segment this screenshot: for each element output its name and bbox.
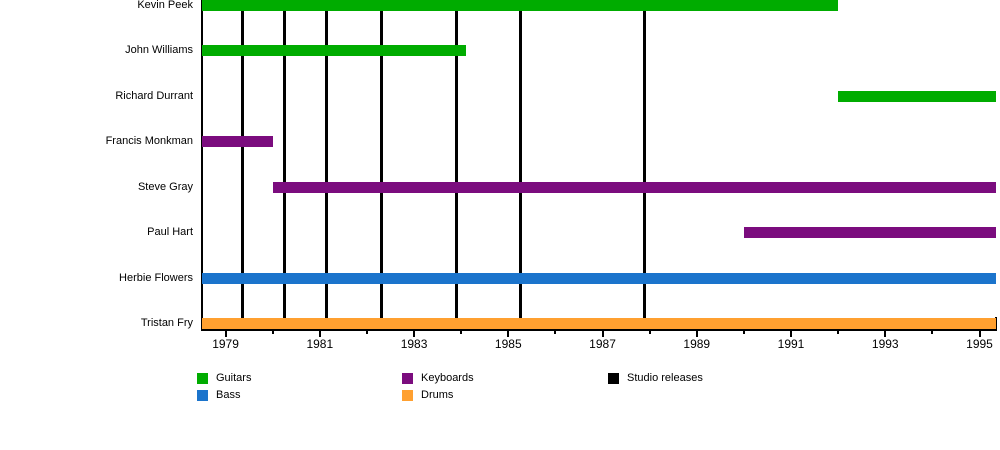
x-axis-minor-tick [365, 331, 368, 334]
x-axis-major-tick [318, 331, 321, 337]
legend-swatch-bass [197, 389, 208, 401]
member-name-label: Paul Hart [147, 226, 193, 239]
studio-release-line [240, 0, 244, 330]
legend-label: Studio releases [627, 372, 703, 384]
member-name-label: Kevin Peek [137, 0, 193, 11]
legend-label: Drums [421, 388, 454, 401]
member-name-label: Tristan Fry [140, 317, 193, 329]
legend: Guitars Bass Keyboards Drums Studio releases [0, 360, 1000, 450]
x-axis-major-tick [601, 331, 604, 337]
x-axis-minor-tick [460, 331, 463, 334]
membership-bar [202, 318, 996, 329]
x-axis-tick-label: 1981 [306, 337, 334, 351]
x-axis-minor-tick [931, 331, 934, 334]
y-axis-line [200, 0, 203, 331]
legend-swatch-guitars [197, 373, 208, 384]
legend-label: Keyboards [421, 372, 474, 384]
x-axis-major-tick [790, 331, 793, 337]
x-axis-minor-tick [742, 331, 745, 334]
studio-release-line [643, 0, 647, 330]
x-axis-tick-label: 1989 [683, 337, 711, 351]
x-axis-major-tick [507, 331, 510, 337]
x-axis-minor-tick [554, 331, 557, 334]
membership-bar [202, 45, 466, 57]
studio-release-line [454, 0, 458, 330]
x-axis-major-tick [413, 331, 416, 337]
legend-label: Bass [216, 388, 241, 401]
x-axis-minor-tick [648, 331, 651, 334]
legend-label: Guitars [216, 372, 252, 384]
x-axis-minor-tick [271, 331, 274, 334]
x-axis-major-tick [695, 331, 698, 337]
legend-swatch-drums [402, 389, 413, 401]
x-axis-minor-tick [837, 331, 840, 334]
x-axis-tick-label: 1979 [212, 337, 239, 351]
membership-bar [202, 0, 839, 11]
axis-right-corner [995, 317, 997, 331]
member-name-label: Steve Gray [137, 180, 193, 193]
studio-release-line [282, 0, 286, 330]
x-axis-line [200, 329, 997, 331]
x-axis-tick-label: 1991 [777, 337, 805, 351]
x-axis-tick-label: 1983 [400, 337, 428, 351]
legend-swatch-studio-releases [608, 373, 619, 384]
x-axis-tick-label: 1993 [871, 337, 899, 351]
membership-bar [838, 90, 996, 102]
x-axis-major-tick [978, 331, 981, 337]
membership-bar [202, 272, 996, 284]
x-axis-tick-label: 1985 [494, 337, 522, 351]
membership-bar [743, 227, 996, 239]
studio-release-line [518, 0, 522, 330]
x-axis-major-tick [884, 331, 887, 337]
plot-area: Kevin Peek John Williams Richard Durrant Fr… [105, 0, 997, 351]
member-name-label: John Williams [125, 44, 193, 57]
membership-bar [202, 136, 273, 148]
membership-bar [272, 181, 996, 193]
x-axis-tick-label: 1995 [966, 337, 993, 351]
x-axis-major-tick [224, 331, 227, 337]
member-name-label: Herbie Flowers [119, 271, 193, 284]
legend-swatch-keyboards [402, 373, 413, 384]
member-name-label: Francis Monkman [105, 135, 193, 148]
studio-release-line [379, 0, 383, 330]
x-axis-tick-label: 1987 [589, 337, 616, 351]
studio-release-line [325, 0, 329, 330]
member-name-label: Richard Durrant [115, 89, 193, 102]
